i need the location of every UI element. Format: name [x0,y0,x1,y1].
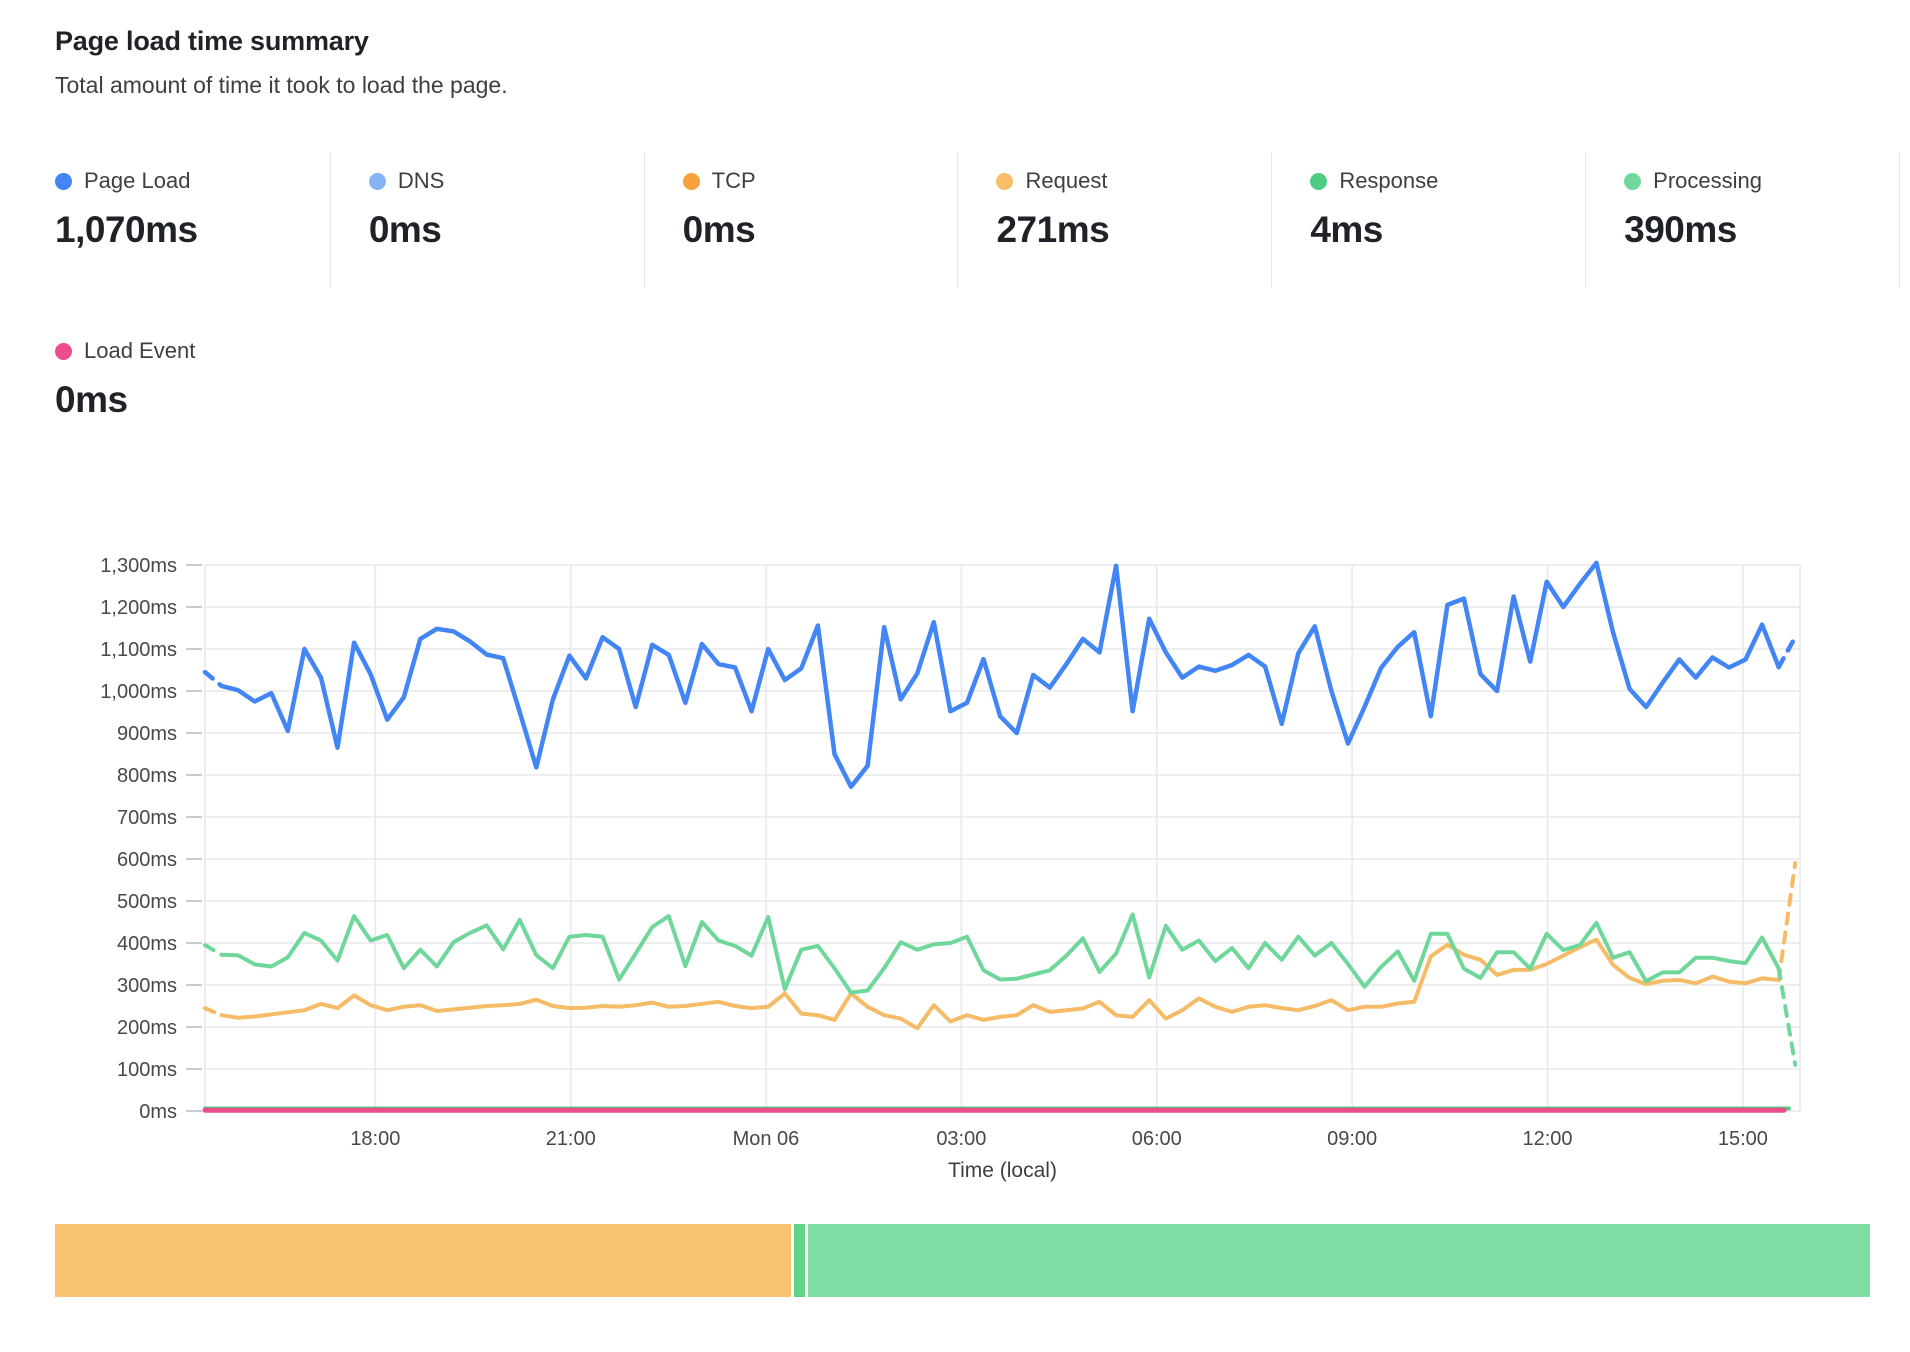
metric-dns: DNS 0ms [331,152,645,288]
metrics-row: Page Load 1,070ms DNS 0ms TCP 0ms Reques… [55,152,1900,288]
series-page-load-dashed [202,669,224,689]
page-title: Page load time summary [55,26,369,56]
x-tick-label: 21:00 [546,1128,596,1150]
metric-label: Request [1025,168,1108,193]
metric-value: 0ms [368,209,442,250]
y-tick-label: 200ms [117,1017,177,1039]
metric-label: Response [1339,168,1439,193]
metric-value: 390ms [1624,209,1737,250]
metric-value: 4ms [1310,209,1383,250]
series-page-load-dashed [1776,634,1798,670]
metric-value: 0ms [55,379,128,420]
series-request-dashed [1776,861,1798,982]
metric-load-event: Load Event 0ms [55,338,195,421]
load-time-chart: 0ms 100ms 200ms 300ms 400ms 500ms 600ms 700ms 80… [100,555,1801,1182]
y-tick-label: 1,100ms [100,639,177,661]
metric-value: 1,070ms [55,209,198,250]
bar-segment-response-share [794,1224,806,1297]
y-tick-label: 600ms [117,849,177,871]
series-processing-dashed [1776,966,1798,1067]
x-tick-label: 12:00 [1522,1128,1572,1150]
y-tick-label: 500ms [117,891,177,913]
metric-tcp: TCP 0ms [645,152,959,288]
request-dot-icon [996,172,1014,190]
page-subtitle: Total amount of time it took to load the… [55,72,508,98]
metric-page-load: Page Load 1,070ms [55,152,331,288]
bar-segment-processing-share [808,1224,1871,1297]
x-tick-label: 09:00 [1327,1128,1377,1150]
metric-label: Page Load [84,168,191,193]
metric-label: Load Event [84,338,196,363]
y-tick-label: 1,000ms [100,681,177,703]
load-event-dot-icon [55,342,72,360]
metric-response: Response 4ms [1272,152,1587,288]
y-tick-label: 100ms [117,1059,177,1081]
bar-segment-request-share [55,1224,792,1297]
metric-value: 0ms [682,209,756,250]
series-request-dashed [203,1006,224,1018]
y-tick-label: 800ms [117,765,177,787]
x-tick-label: Mon 06 [733,1128,800,1150]
y-tick-label: 900ms [117,723,177,745]
y-tick-label: 1,300ms [100,555,177,577]
page-load-dot-icon [55,172,72,190]
x-tick-label: 15:00 [1718,1128,1768,1150]
x-tick-label: 18:00 [350,1128,400,1150]
series-processing-dashed [203,943,224,957]
response-dot-icon [1310,172,1328,190]
series-processing-line [219,912,1781,995]
metric-label: TCP [711,168,756,193]
metric-label: Processing [1653,168,1762,193]
metric-request: Request 271ms [958,152,1273,288]
series-request-line [219,937,1781,1031]
y-tick-label: 400ms [117,933,177,955]
dns-dot-icon [368,172,386,190]
y-tick-label: 300ms [117,975,177,997]
y-tick-label: 700ms [117,807,177,829]
series-page-load-line [219,560,1781,790]
tcp-dot-icon [682,172,700,190]
metric-value: 271ms [996,209,1110,250]
y-tick-label: 0ms [139,1101,177,1123]
x-tick-label: 06:00 [1132,1128,1182,1150]
load-time-breakdown-bar [55,1224,1871,1297]
y-tick-label: 1,200ms [100,597,177,619]
x-tick-label: 03:00 [936,1128,986,1150]
metric-label: DNS [397,168,445,193]
x-axis-title: Time (local) [948,1159,1057,1182]
processing-dot-icon [1624,172,1642,190]
metric-processing: Processing 390ms [1586,152,1900,288]
